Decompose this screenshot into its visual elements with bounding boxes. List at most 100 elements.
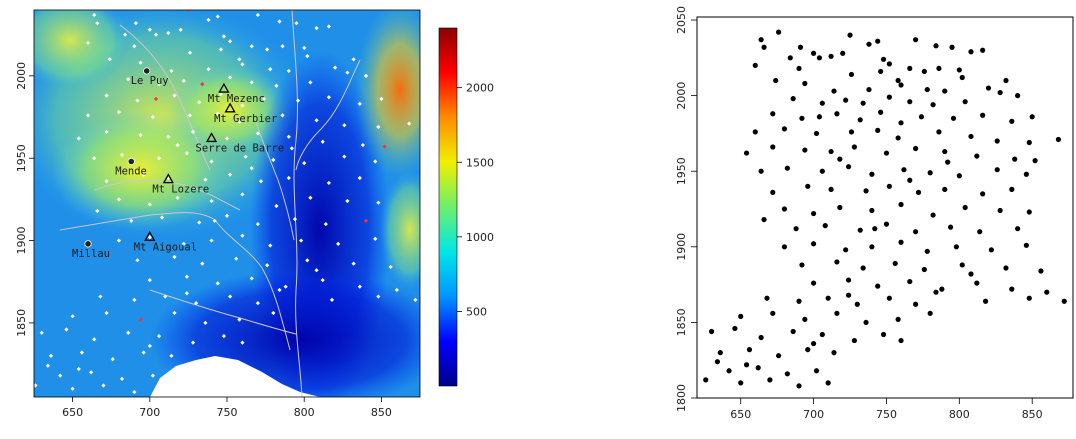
scatter-point xyxy=(898,82,904,88)
scatter-point xyxy=(1061,298,1067,304)
river-lot xyxy=(94,180,241,211)
scatter-point xyxy=(738,313,744,319)
scatter-point xyxy=(907,177,913,183)
station-marker xyxy=(227,172,233,177)
scatter-point xyxy=(813,368,820,374)
scatter-point xyxy=(901,167,907,173)
station-marker xyxy=(240,233,245,238)
station-marker xyxy=(289,146,294,151)
station-marker xyxy=(129,218,134,223)
summit-marker xyxy=(162,173,174,184)
scatter-point xyxy=(883,221,890,227)
station-marker xyxy=(292,217,298,222)
scatter-x-axis: 650 700 750 800 850 xyxy=(730,398,1043,421)
scatter-point xyxy=(924,248,930,254)
map-x-axis: 650 700 750 800 850 xyxy=(62,397,392,419)
scatter-point xyxy=(886,295,892,301)
scatter-point xyxy=(930,212,936,218)
scatter-point xyxy=(708,328,715,335)
scatter-point xyxy=(816,55,823,61)
scatter-point xyxy=(845,164,852,170)
place-label: Mt Mezenc xyxy=(208,93,265,105)
station-marker xyxy=(255,301,260,306)
river-ardeche xyxy=(254,119,295,241)
station-marker xyxy=(255,131,260,136)
scatter-point xyxy=(805,347,811,353)
station-marker xyxy=(280,113,285,118)
scatter-point xyxy=(933,289,939,295)
station-marker xyxy=(70,386,75,391)
scatter-y-tick-label: 1900 xyxy=(675,233,688,261)
station-marker xyxy=(332,65,338,70)
scatter-point xyxy=(717,350,723,356)
scatter-point xyxy=(913,229,919,235)
scatter-frame xyxy=(696,16,1074,399)
station-marker xyxy=(302,45,307,50)
station-marker xyxy=(197,220,202,225)
station-marker xyxy=(265,263,270,268)
station-marker xyxy=(39,330,44,335)
scatter-point xyxy=(895,316,901,322)
scatter-point xyxy=(982,298,989,304)
scatter-point xyxy=(866,86,872,93)
station-marker xyxy=(133,21,139,26)
station-marker xyxy=(363,218,369,223)
scatter-point xyxy=(895,77,901,84)
scatter-point xyxy=(869,244,875,250)
station-marker xyxy=(175,142,180,148)
station-marker xyxy=(184,151,189,156)
scatter-point xyxy=(776,29,782,35)
station-marker xyxy=(224,213,230,218)
scatter-point xyxy=(939,286,945,292)
station-marker xyxy=(351,57,356,62)
station-marker xyxy=(141,350,146,355)
scatter-point xyxy=(758,168,764,174)
map-y-axis: 1850 1900 1950 2000 xyxy=(15,62,34,337)
sea-area xyxy=(150,356,320,397)
elevation-map: Le Puy Mt Mezenc Mt Gerbier Serre de Barre M… xyxy=(15,9,421,419)
scatter-point xyxy=(847,32,853,38)
river-rhone xyxy=(291,10,303,397)
station-marker xyxy=(271,157,276,162)
scatter-point xyxy=(915,189,922,195)
station-marker xyxy=(286,68,291,74)
river-loire xyxy=(119,24,211,171)
scatter-point xyxy=(781,206,788,212)
station-marker xyxy=(326,95,332,100)
scatter-point xyxy=(825,295,831,301)
station-marker xyxy=(323,221,328,227)
scatter-point xyxy=(796,298,802,304)
scatter-point xyxy=(883,150,890,156)
scatter-point xyxy=(997,207,1003,214)
place-label: Mende xyxy=(115,166,147,178)
station-marker xyxy=(240,192,245,197)
station-marker xyxy=(209,159,214,164)
station-marker xyxy=(373,159,378,164)
station-marker xyxy=(376,124,381,130)
station-marker xyxy=(172,93,177,98)
scatter-point xyxy=(974,280,980,286)
scatter-point xyxy=(866,41,872,47)
station-marker xyxy=(286,175,291,181)
scatter-point xyxy=(959,74,965,81)
town-marker xyxy=(127,157,135,166)
scatter-point xyxy=(799,115,805,121)
scatter-point xyxy=(810,280,817,286)
scatter-point xyxy=(845,277,852,283)
scatter-point xyxy=(819,100,825,106)
scatter-point xyxy=(781,126,788,132)
scatter-point xyxy=(843,97,849,103)
scatter-point xyxy=(851,144,857,150)
station-marker xyxy=(190,129,196,134)
station-marker xyxy=(305,54,310,59)
station-marker xyxy=(277,19,282,24)
scatter-x-tick-label: 850 xyxy=(1022,408,1043,421)
scatter-point xyxy=(703,377,709,383)
station-marker xyxy=(360,142,365,148)
scatter-point xyxy=(895,135,901,141)
scatter-point xyxy=(825,380,831,386)
station-marker xyxy=(218,47,223,52)
scatter-point xyxy=(732,325,738,332)
station-marker xyxy=(268,67,273,72)
colorbar-tick-label: 1500 xyxy=(466,156,494,169)
